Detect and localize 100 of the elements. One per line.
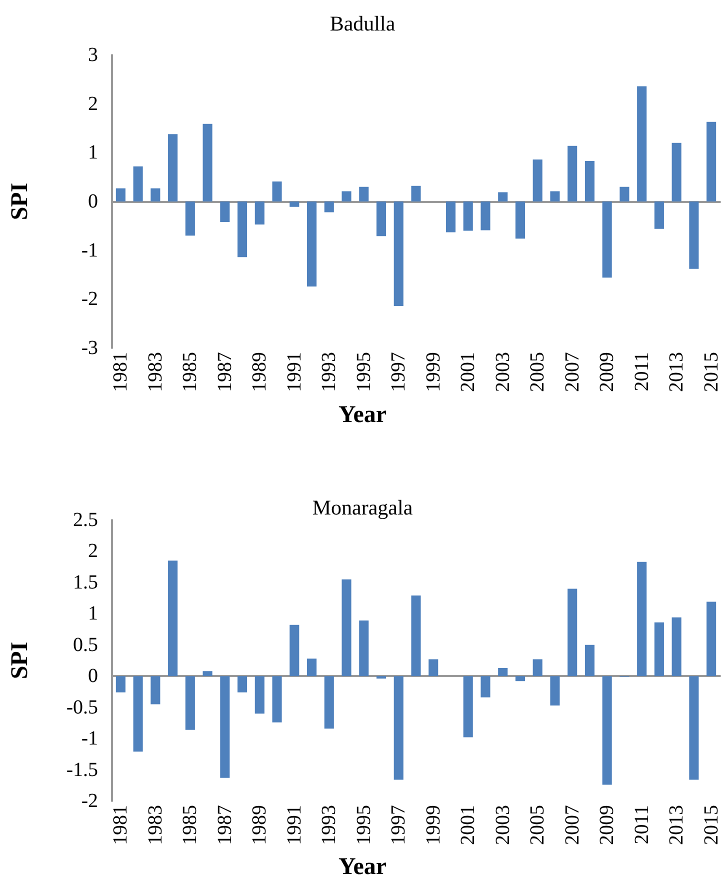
bar — [672, 617, 682, 676]
x-tick-label: 2001 — [457, 805, 480, 845]
bar — [116, 188, 126, 202]
bar — [498, 192, 508, 202]
bar — [359, 620, 369, 676]
x-tick-label: 1997 — [388, 352, 410, 392]
bar — [515, 202, 526, 239]
bar — [620, 186, 630, 202]
bar — [290, 202, 300, 207]
x-tick-label: 2015 — [700, 352, 722, 392]
bar — [637, 562, 647, 676]
bar — [185, 202, 195, 236]
bar — [376, 676, 386, 679]
bar — [602, 676, 612, 785]
x-tick-label: 1991 — [283, 352, 306, 392]
bar — [324, 676, 334, 729]
bar — [168, 560, 178, 676]
x-tick-label: 2005 — [526, 805, 549, 845]
bar — [150, 188, 160, 202]
bar — [185, 676, 195, 730]
y-tick-label: 0 — [88, 190, 98, 212]
bar — [116, 676, 126, 692]
bar — [238, 676, 248, 692]
x-tick-label: 1989 — [248, 805, 271, 845]
x-tick-label: 2003 — [492, 805, 514, 845]
bar — [672, 142, 682, 202]
x-tick-label: 1993 — [318, 805, 340, 845]
bar — [706, 122, 716, 202]
x-tick-label: 2003 — [492, 352, 514, 392]
x-tick-label: 2011 — [630, 352, 653, 392]
bar — [411, 596, 421, 676]
bar — [306, 202, 317, 286]
bar — [654, 202, 664, 229]
bar — [168, 134, 178, 202]
bar — [428, 659, 438, 676]
bar — [394, 202, 404, 306]
bar — [550, 191, 560, 202]
y-tick-label: 1 — [88, 602, 98, 625]
bar — [480, 676, 490, 698]
bar — [324, 202, 334, 212]
x-tick-label: 2015 — [700, 805, 722, 845]
bar — [306, 658, 317, 676]
x-axis-title: Year — [338, 402, 387, 428]
bar — [568, 146, 578, 202]
x-tick-label: 1987 — [214, 352, 236, 392]
y-axis-title: SPI — [7, 182, 33, 220]
x-tick-label: 1993 — [318, 352, 340, 392]
x-tick-label: 1991 — [283, 805, 306, 845]
x-tick-label: 1997 — [388, 805, 410, 845]
bar — [411, 186, 421, 202]
bar — [446, 202, 456, 232]
bar — [238, 202, 248, 258]
bar — [254, 202, 264, 224]
bar — [637, 86, 647, 202]
x-tick-label: 1985 — [179, 352, 202, 392]
x-tick-label: 2013 — [666, 805, 688, 845]
x-tick-label: 2011 — [630, 805, 653, 844]
bar — [220, 676, 230, 778]
bar — [202, 671, 212, 676]
x-axis-title: Year — [338, 854, 387, 880]
bar — [290, 624, 300, 676]
x-tick-label: 1989 — [248, 352, 271, 392]
bar — [706, 602, 716, 676]
bar — [202, 124, 212, 202]
bar — [568, 588, 578, 676]
y-tick-label: 2 — [88, 92, 98, 115]
bar — [150, 676, 160, 704]
x-tick-label: 1999 — [422, 352, 444, 392]
y-tick-label: 0 — [88, 665, 98, 688]
chart-title: Monaragala — [312, 496, 414, 520]
bar — [463, 676, 473, 738]
y-tick-label: -0.5 — [66, 696, 98, 718]
x-tick-label: 2005 — [526, 352, 549, 392]
x-tick-label: 1983 — [144, 805, 166, 845]
y-tick-label: 2.5 — [73, 509, 98, 531]
bar — [394, 676, 404, 780]
bar — [480, 202, 490, 230]
bar — [133, 166, 143, 202]
bar — [272, 181, 282, 202]
x-tick-label: 2007 — [561, 805, 584, 845]
x-tick-label: 1985 — [179, 805, 202, 845]
bar — [254, 676, 264, 714]
bar — [584, 160, 594, 202]
x-tick-label: 1981 — [110, 805, 132, 845]
y-tick-label: 2 — [88, 540, 98, 562]
x-tick-label: 1995 — [352, 805, 375, 845]
x-tick-label: 2009 — [596, 805, 618, 845]
x-tick-label: 2007 — [561, 352, 584, 392]
x-tick-label: 2001 — [457, 352, 480, 392]
bar — [220, 202, 230, 222]
x-tick-label: 1999 — [422, 805, 444, 845]
y-tick-label: 0.5 — [73, 634, 98, 656]
bar — [689, 202, 699, 269]
x-tick-label: 1987 — [214, 805, 236, 845]
y-tick-label: 3 — [88, 44, 98, 66]
y-tick-label: 1.5 — [73, 571, 98, 594]
chart-title: Badulla — [330, 12, 396, 36]
bar — [272, 676, 282, 722]
x-tick-label: 1995 — [352, 352, 375, 392]
y-tick-label: -2 — [81, 790, 98, 812]
